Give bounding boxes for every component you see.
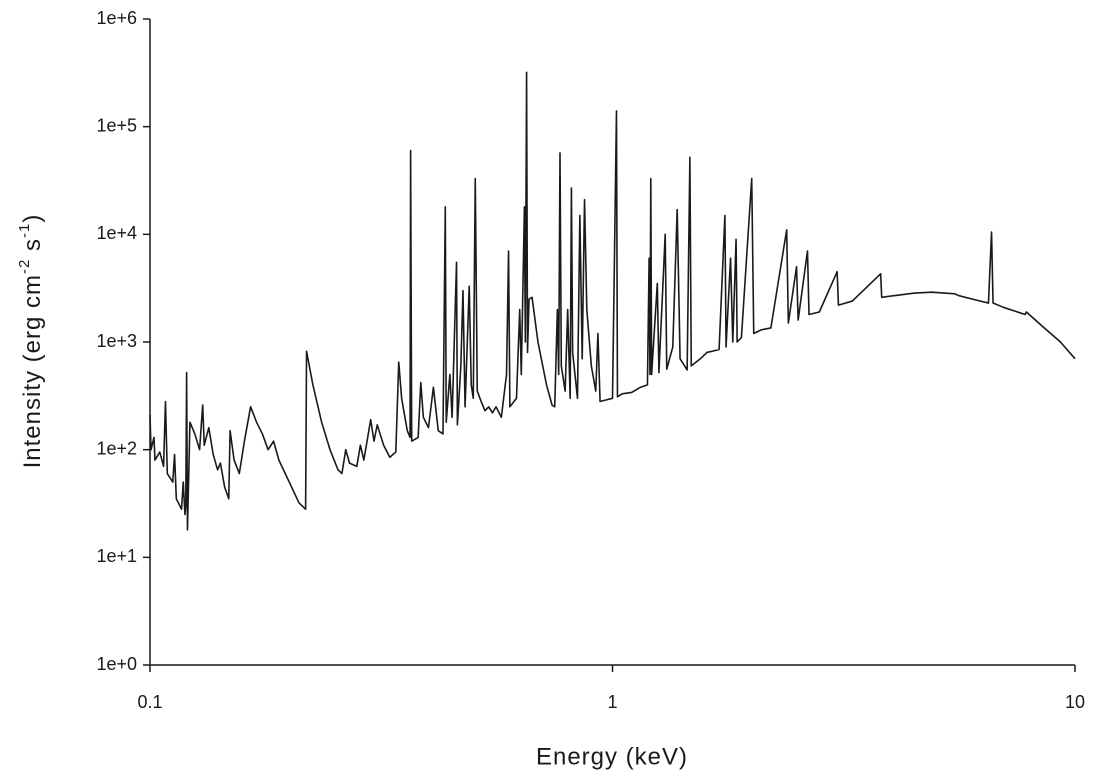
- y-tick-label: 1e+6: [96, 8, 137, 28]
- y-tick-label: 1e+5: [96, 115, 137, 135]
- y-axis-label: Intensity (erg cm-2 s-1): [16, 214, 46, 469]
- y-tick-label: 1e+3: [96, 331, 137, 351]
- y-tick-label: 1e+0: [96, 654, 137, 674]
- y-label-text: ): [19, 214, 46, 223]
- y-tick-label: 1e+1: [96, 546, 137, 566]
- x-axis-label: Energy (keV): [536, 743, 688, 770]
- y-label-sup: -1: [16, 223, 33, 238]
- y-label-text: Intensity (erg cm: [19, 274, 46, 468]
- y-label-sup: -2: [16, 259, 33, 274]
- x-tick-label: 10: [1065, 692, 1085, 712]
- x-tick-label: 0.1: [137, 692, 162, 712]
- x-tick-label: 1: [607, 692, 617, 712]
- spectrum-line: [149, 71, 1076, 531]
- y-tick-label: 1e+2: [96, 438, 137, 458]
- y-label-text: s: [19, 238, 46, 259]
- y-tick-label: 1e+4: [96, 223, 137, 243]
